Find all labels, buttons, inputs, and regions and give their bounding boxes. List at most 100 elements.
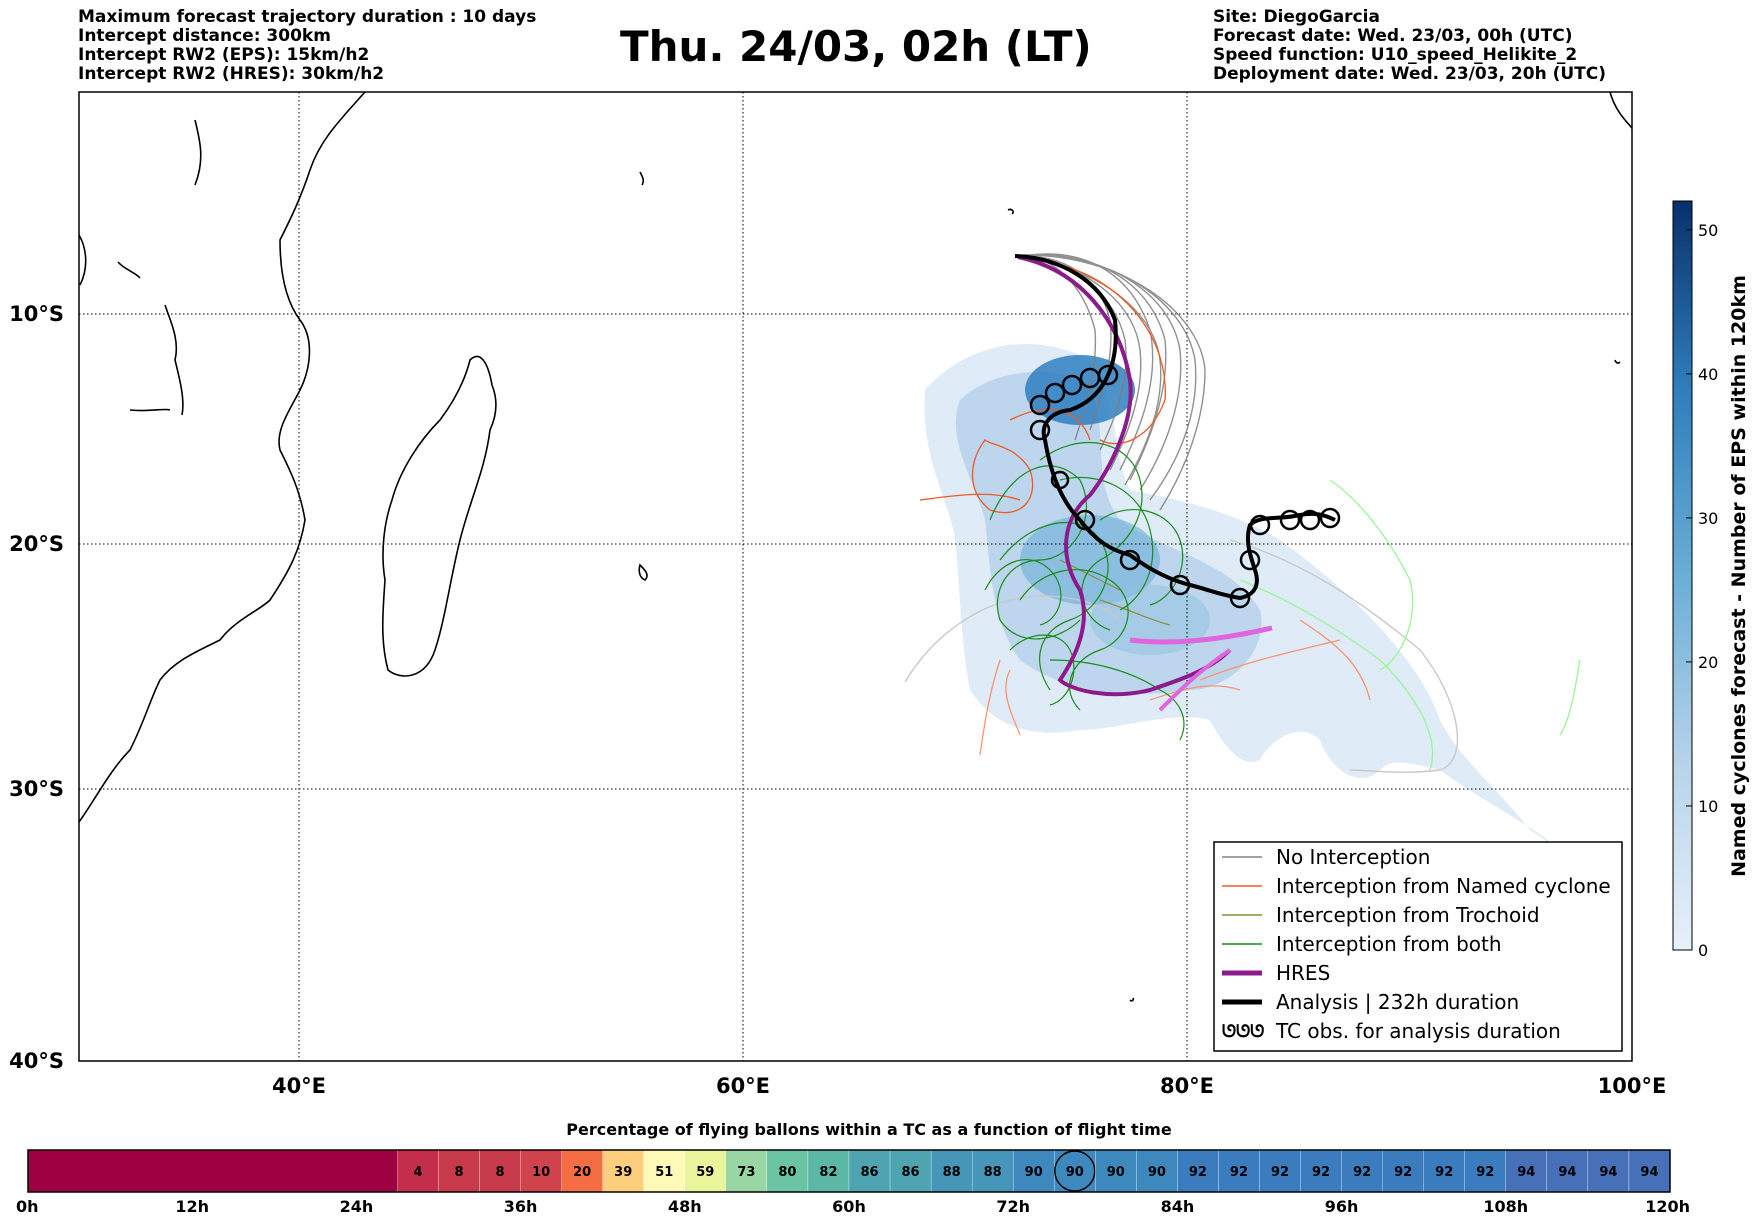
colorbar-tick-label: 50 xyxy=(1698,221,1718,240)
header-left-line: Intercept distance: 300km xyxy=(78,26,331,46)
legend-item: Analysis | 232h duration xyxy=(1222,990,1519,1014)
header-right-line: Site: DiegoGarcia xyxy=(1213,7,1380,27)
bottom-bar-cell xyxy=(520,1149,562,1193)
time-label: 24h xyxy=(340,1197,374,1216)
legend-label: No Interception xyxy=(1276,845,1430,869)
coastlines xyxy=(79,92,1632,1002)
bottom-bar-value: 88 xyxy=(984,1165,1002,1180)
bottom-bar-value: 10 xyxy=(532,1165,550,1180)
bottom-bar-value: 92 xyxy=(1353,1165,1371,1180)
colorbar-tick-label: 0 xyxy=(1698,941,1708,960)
header-left-line: Intercept RW2 (EPS): 15km/h2 xyxy=(78,45,370,65)
legend-label: HRES xyxy=(1276,961,1330,985)
time-label: 96h xyxy=(1325,1197,1359,1216)
lon-label: 100°E xyxy=(1598,1074,1667,1098)
bottom-bar-cell xyxy=(1218,1149,1260,1193)
bottom-bar-cell xyxy=(807,1149,850,1193)
bottom-bar-cell xyxy=(1423,1149,1465,1193)
right-colorbar: 0 10 20 30 40 50 Named cyclones forecast - Nu… xyxy=(1672,200,1750,960)
bottom-bar-value: 8 xyxy=(455,1165,464,1180)
legend-item: HRES xyxy=(1222,961,1330,985)
bottom-bar-value: 90 xyxy=(1025,1165,1043,1180)
header-left: Maximum forecast trajectory duration : 1… xyxy=(78,8,536,84)
legend: No Interception Interception from Named c… xyxy=(1213,841,1623,1052)
lat-label: 10°S xyxy=(9,302,64,326)
legend-item: Interception from Named cyclone xyxy=(1222,874,1611,898)
bottom-bar-value: 51 xyxy=(655,1165,673,1180)
right-colorbar-label: Named cyclones forecast - Number of EPS … xyxy=(1728,275,1750,877)
bottom-bar-value: 92 xyxy=(1230,1165,1248,1180)
current-time-marker xyxy=(1054,1150,1096,1192)
bottom-bar-value: 59 xyxy=(696,1165,714,1180)
bottom-bar-value: 73 xyxy=(737,1165,755,1180)
time-label: 36h xyxy=(504,1197,538,1216)
bottom-bar-value: 90 xyxy=(1148,1165,1166,1180)
lon-label: 40°E xyxy=(272,1074,326,1098)
trajectory-hres xyxy=(1017,255,1232,697)
bottom-bar-cell xyxy=(684,1149,726,1193)
bottom-bar-value: 92 xyxy=(1476,1165,1494,1180)
legend-symbol-icon: ᘎᘎᘎ xyxy=(1222,1022,1264,1042)
map-gridlines xyxy=(79,92,1632,1061)
bottom-bar-cell xyxy=(1259,1149,1301,1193)
bottom-bar-value: 88 xyxy=(943,1165,961,1180)
bottom-bar-cell xyxy=(1095,1149,1137,1193)
bottom-bar-value: 92 xyxy=(1312,1165,1330,1180)
bottom-bar-cell xyxy=(643,1149,685,1193)
header-right: Site: DiegoGarcia Forecast date: Wed. 23… xyxy=(1213,8,1606,84)
bottom-bar-cell xyxy=(561,1149,603,1193)
bottom-bar-value: 94 xyxy=(1640,1165,1658,1180)
header-right-line: Deployment date: Wed. 23/03, 20h (UTC) xyxy=(1213,64,1607,84)
bottom-bar-value: 90 xyxy=(1107,1165,1125,1180)
bottom-bar-value: 94 xyxy=(1517,1165,1535,1180)
time-label: 84h xyxy=(1161,1197,1195,1216)
lon-label: 80°E xyxy=(1160,1074,1214,1098)
time-label: 12h xyxy=(175,1197,209,1216)
bottom-bar-cell xyxy=(1546,1149,1589,1193)
bottom-bar-value: 92 xyxy=(1271,1165,1289,1180)
lat-label: 20°S xyxy=(9,532,64,556)
bottom-bar-value: 92 xyxy=(1394,1165,1412,1180)
bottom-bar-value: 92 xyxy=(1435,1165,1453,1180)
time-label: 120h xyxy=(1645,1197,1690,1216)
time-label: 0h xyxy=(16,1197,39,1216)
map-panel xyxy=(78,91,1633,1062)
legend-item: No Interception xyxy=(1222,845,1430,869)
bottom-bar-value: 39 xyxy=(614,1165,632,1180)
bottom-bar-value: 94 xyxy=(1558,1165,1576,1180)
legend-label: Analysis | 232h duration xyxy=(1276,990,1519,1014)
trajectory-hres-tail xyxy=(1158,648,1232,712)
bottom-bar-cell xyxy=(1013,1149,1055,1193)
page-title: Thu. 24/03, 02h (LT) xyxy=(620,22,1092,71)
bottom-bar-cell xyxy=(438,1149,480,1193)
bottom-bar: Percentage of flying ballons within a TC… xyxy=(16,1120,1690,1216)
trajectories-trochoid xyxy=(1059,559,1171,626)
time-label: 108h xyxy=(1483,1197,1528,1216)
header-right-line: Speed function: U10_speed_Helikite_2 xyxy=(1213,45,1578,65)
bottom-bar-cell xyxy=(1177,1149,1219,1193)
header-right-line: Forecast date: Wed. 23/03, 00h (UTC) xyxy=(1213,26,1573,46)
bottom-bar-value: 92 xyxy=(1189,1165,1207,1180)
bottom-bar-empty xyxy=(28,1150,398,1192)
trajectories-named-cyclone-light xyxy=(979,619,1371,756)
legend-label: Interception from Trochoid xyxy=(1276,903,1540,927)
bottom-bar-title: Percentage of flying ballons within a TC… xyxy=(566,1120,1172,1139)
trajectories-no-interception xyxy=(1017,253,1206,511)
bottom-bar-value: 94 xyxy=(1599,1165,1617,1180)
bottom-bar-cell xyxy=(1587,1149,1630,1193)
bottom-bar-cell xyxy=(972,1149,1014,1193)
bottom-bar-value: 8 xyxy=(496,1165,505,1180)
bottom-bar-cell xyxy=(1464,1149,1506,1193)
colorbar-tick-label: 40 xyxy=(1698,365,1718,384)
tc-observations xyxy=(1029,364,1341,609)
legend-label: Interception from both xyxy=(1276,932,1502,956)
map-axis-labels: 40°E 60°E 80°E 100°E 10°S 20°S 30°S 40°S xyxy=(9,302,1666,1098)
trajectories-light-green xyxy=(1239,479,1581,771)
time-label: 72h xyxy=(996,1197,1030,1216)
bottom-bar-cell xyxy=(766,1149,809,1193)
lat-label: 30°S xyxy=(9,777,64,801)
colorbar-tick-label: 10 xyxy=(1698,797,1718,816)
header-left-line: Maximum forecast trajectory duration : 1… xyxy=(78,7,537,27)
legend-item: Interception from Trochoid xyxy=(1222,903,1540,927)
